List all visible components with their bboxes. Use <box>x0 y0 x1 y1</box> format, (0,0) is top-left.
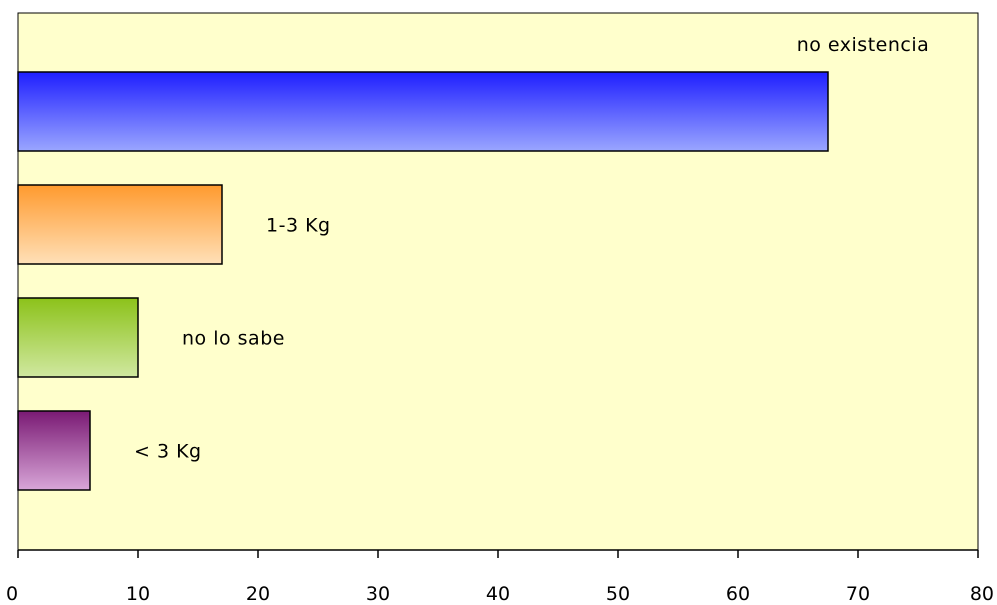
bars <box>17 71 829 491</box>
bar-2 <box>17 297 139 378</box>
x-tick-label-2: 20 <box>246 583 270 605</box>
x-tick-label-6: 60 <box>726 583 750 605</box>
bar-label-2: no lo sabe <box>182 328 285 350</box>
bar-1 <box>17 184 223 265</box>
bar-label-1: 1-3 Kg <box>266 215 331 237</box>
x-tick-label-1: 10 <box>126 583 150 605</box>
x-tick-label-8: 80 <box>970 583 994 605</box>
x-tick-label-7: 70 <box>846 583 870 605</box>
bar-labels: no existencia 1-3 Kg no lo sabe < 3 Kg <box>134 34 929 463</box>
x-axis: 0 10 20 30 40 50 60 70 80 <box>6 549 994 605</box>
bar-label-0: no existencia <box>797 34 930 56</box>
x-tick-label-3: 30 <box>366 583 390 605</box>
x-tick-label-4: 40 <box>486 583 510 605</box>
bar-label-3: < 3 Kg <box>134 441 202 463</box>
x-tick-label-5: 50 <box>606 583 630 605</box>
x-tick-label-0: 0 <box>6 583 18 605</box>
bar-0 <box>17 71 829 152</box>
bar-3 <box>17 410 91 491</box>
